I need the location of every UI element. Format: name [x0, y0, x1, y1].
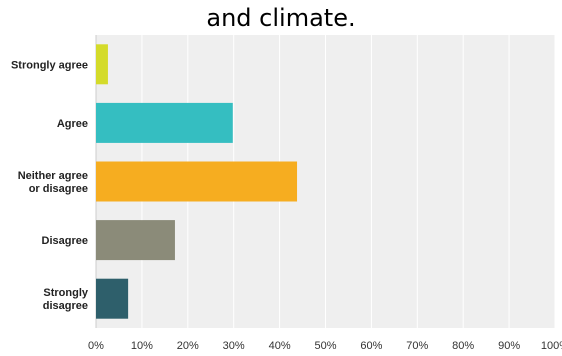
chart-title: and climate.	[206, 4, 356, 32]
x-tick-label: 10%	[131, 340, 153, 352]
x-tick-label: 70%	[406, 340, 428, 352]
x-tick-label: 0%	[88, 340, 104, 352]
bar	[96, 220, 175, 261]
x-tick-label: 60%	[360, 340, 382, 352]
category-label: Strongly agree	[11, 59, 88, 71]
x-tick-label: 30%	[223, 340, 245, 352]
category-label: Disagree	[42, 235, 88, 247]
x-tick-label: 80%	[452, 340, 474, 352]
x-tick-label: 90%	[498, 340, 520, 352]
x-tick-label: 100%	[541, 340, 562, 352]
bar	[96, 278, 129, 319]
x-tick-labels: 0% 10% 20% 30% 40% 50% 60% 70% 80% 90% 100%	[88, 340, 562, 352]
bar	[96, 102, 233, 143]
bar	[96, 161, 298, 202]
bar	[96, 44, 108, 85]
category-label: Strongly disagree	[43, 287, 89, 312]
category-label: Neither agree or disagree	[18, 170, 88, 195]
category-label: Agree	[57, 118, 88, 130]
category-labels: Strongly agree Agree Neither agree or disag…	[11, 59, 89, 312]
x-tick-label: 20%	[177, 340, 199, 352]
bars	[96, 44, 298, 319]
x-tick-label: 40%	[269, 340, 291, 352]
x-tick-label: 50%	[314, 340, 336, 352]
